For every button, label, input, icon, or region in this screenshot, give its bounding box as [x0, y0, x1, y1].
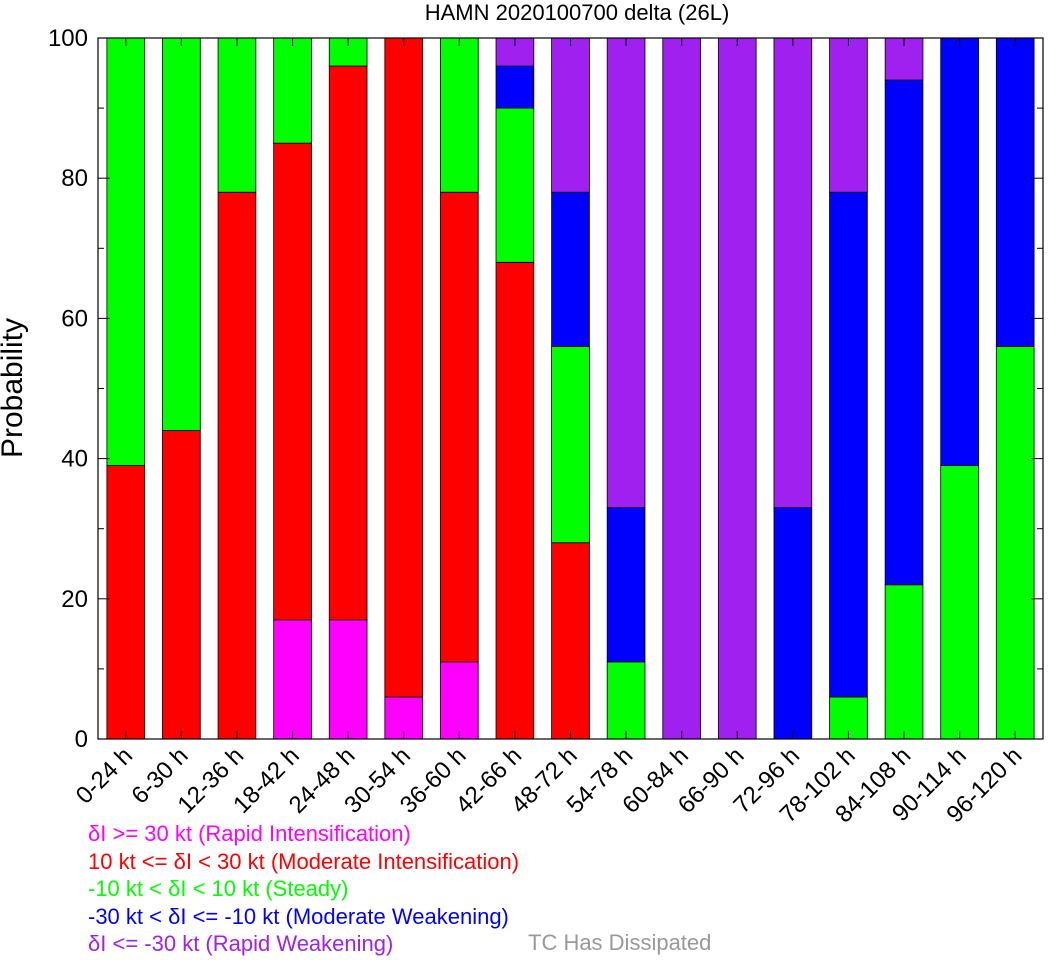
bar-segment-mi — [440, 191, 479, 663]
legend-entry-dissipated: TC Has Dissipated — [528, 930, 712, 955]
y-tick-label: 80 — [61, 165, 88, 192]
legend-entry-steady: -10 kt < δI < 10 kt (Steady) — [88, 876, 349, 901]
bar-segment-mi — [217, 191, 257, 740]
bar-segment-rw — [884, 37, 924, 81]
bar-segment-rw — [551, 37, 590, 193]
bar-segment-mi — [162, 430, 201, 740]
legend-entry-rw: δI <= -30 kt (Rapid Weakening) — [88, 931, 394, 956]
legend-entry-mi: 10 kt <= δI < 30 kt (Moderate Intensific… — [88, 848, 520, 874]
bar-segment-mi — [551, 542, 590, 740]
bar-segment-st — [606, 661, 646, 740]
bar-segment-st — [273, 37, 312, 144]
bar-segment-st — [162, 37, 201, 431]
plot-frame — [97, 37, 1044, 740]
bar-segment-st — [440, 37, 479, 193]
y-axis-label: Probability — [0, 318, 29, 458]
bar-segment-mi — [106, 465, 146, 740]
bar-segment-mw — [551, 191, 590, 347]
y-tick-label: 100 — [48, 25, 88, 52]
bar-segment-rw — [606, 37, 646, 509]
bar-segment-st — [551, 346, 590, 544]
bar-segment-mi — [384, 37, 424, 698]
legend: δI >= 30 kt (Rapid Intensification) 10 k… — [88, 820, 519, 958]
bar-segment-ri — [273, 619, 312, 740]
chart-title: HAMN 2020100700 delta (26L) — [425, 0, 730, 25]
bar-segment-mw — [606, 507, 646, 663]
y-tick-label: 20 — [61, 586, 88, 613]
bar-segment-mw — [884, 79, 924, 586]
bar-segment-rw — [829, 37, 868, 193]
bar-segment-mi — [273, 142, 312, 621]
bar-segment-mw — [995, 37, 1035, 347]
bar-segment-st — [106, 37, 146, 467]
bar-segment-rw — [717, 37, 757, 740]
bar-segment-mw — [829, 191, 868, 698]
bar-segment-mi — [495, 261, 535, 740]
bar-segment-rw — [662, 37, 701, 740]
bar-segment-st — [495, 107, 535, 263]
bar-segment-st — [940, 465, 979, 740]
legend-entry-mw: -30 kt < δI <= -10 kt (Moderate Weakenin… — [88, 903, 509, 929]
y-tick-label: 0 — [75, 726, 88, 753]
bar-segment-mw — [940, 37, 979, 467]
bar-segment-rw — [773, 37, 813, 509]
bar-segment-st — [217, 37, 257, 193]
bars-group — [106, 37, 1035, 740]
legend-entry-ri: δI >= 30 kt (Rapid Intensification) — [88, 821, 411, 846]
bar-segment-ri — [440, 661, 479, 740]
bar-segment-st — [995, 346, 1035, 740]
bar-segment-ri — [328, 619, 368, 740]
bar-segment-st — [884, 584, 924, 740]
y-tick-label: 60 — [61, 305, 88, 332]
bar-segment-mi — [328, 65, 368, 621]
y-tick-label: 40 — [61, 446, 88, 473]
bar-segment-mw — [495, 65, 535, 109]
bar-segment-mw — [773, 507, 813, 740]
